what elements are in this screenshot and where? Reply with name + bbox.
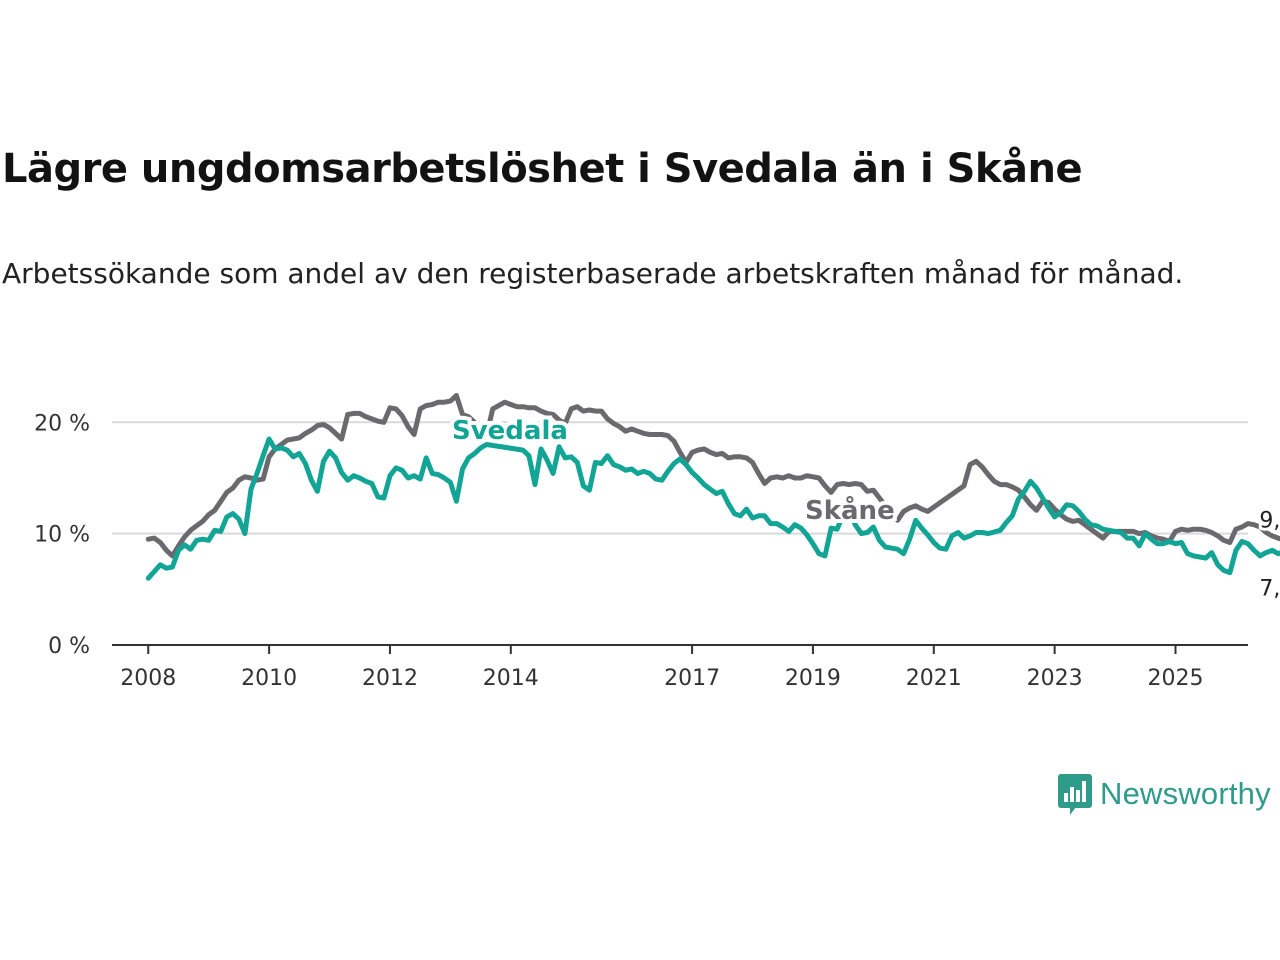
end-value-svedala: 7,5 % — [1259, 576, 1280, 601]
line-chart: 0 % 10 % 20 % 2008 2010 2012 2014 2017 2019 2021 2… — [34, 393, 1280, 691]
axes: 0 % 10 % 20 % 2008 2010 2012 2014 2017 2019 2021 2… — [34, 411, 1248, 691]
chart-labels: Skåne Svedala 9,1 % 7,5 % — [448, 412, 1280, 605]
end-value-skane: 9,1 % — [1259, 509, 1280, 534]
x-tick-label: 2023 — [1027, 666, 1083, 691]
series-line-svedala — [145, 436, 1280, 581]
x-tick-label: 2019 — [785, 666, 841, 691]
x-tick-label: 2012 — [362, 666, 418, 691]
x-tick-label: 2017 — [664, 666, 720, 691]
series-lines — [145, 393, 1280, 581]
x-tick-label: 2014 — [483, 666, 539, 691]
series-label-svedala: Svedala — [452, 416, 568, 446]
newsworthy-logo: Newsworthy — [1058, 772, 1271, 816]
series-label-skane: Skåne — [805, 494, 895, 526]
y-tick-label: 10 % — [34, 523, 90, 548]
y-tick-label: 0 % — [48, 634, 90, 659]
series-line-skane — [145, 393, 1280, 559]
x-tick-label: 2021 — [906, 666, 962, 691]
newsworthy-logo-icon — [1058, 774, 1092, 815]
x-tick-label: 2010 — [241, 666, 297, 691]
brand-name: Newsworthy — [1100, 776, 1271, 811]
grid-lines — [112, 421, 1248, 535]
chart-subtitle: Arbetssökande som andel av den registerb… — [2, 257, 1184, 290]
chart-title: Lägre ungdomsarbetslöshet i Svedala än i… — [2, 146, 1083, 192]
y-tick-label: 20 % — [34, 411, 90, 436]
x-tick-label: 2008 — [120, 666, 176, 691]
x-tick-label: 2025 — [1147, 666, 1203, 691]
